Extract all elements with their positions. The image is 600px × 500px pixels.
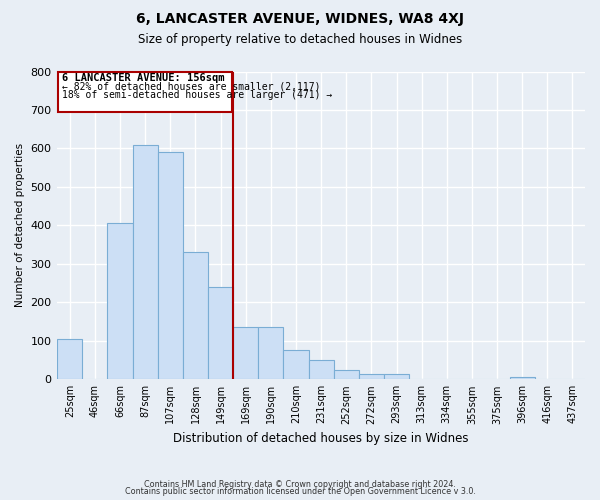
- Text: Size of property relative to detached houses in Widnes: Size of property relative to detached ho…: [138, 32, 462, 46]
- Bar: [509, 378, 535, 380]
- Bar: [233, 328, 258, 380]
- Bar: [158, 152, 183, 380]
- Text: 6, LANCASTER AVENUE, WIDNES, WA8 4XJ: 6, LANCASTER AVENUE, WIDNES, WA8 4XJ: [136, 12, 464, 26]
- Bar: [133, 144, 158, 380]
- Bar: [258, 328, 283, 380]
- Y-axis label: Number of detached properties: Number of detached properties: [15, 144, 25, 308]
- Bar: [334, 370, 359, 380]
- FancyBboxPatch shape: [58, 72, 232, 112]
- Bar: [308, 360, 334, 380]
- Bar: [208, 287, 233, 380]
- Text: Contains public sector information licensed under the Open Government Licence v : Contains public sector information licen…: [125, 487, 475, 496]
- X-axis label: Distribution of detached houses by size in Widnes: Distribution of detached houses by size …: [173, 432, 469, 445]
- Bar: [107, 224, 133, 380]
- Text: 18% of semi-detached houses are larger (471) →: 18% of semi-detached houses are larger (…: [62, 90, 332, 100]
- Bar: [183, 252, 208, 380]
- Bar: [57, 339, 82, 380]
- Bar: [359, 374, 384, 380]
- Bar: [384, 374, 409, 380]
- Text: ← 82% of detached houses are smaller (2,117): ← 82% of detached houses are smaller (2,…: [62, 82, 320, 92]
- Text: 6 LANCASTER AVENUE: 156sqm: 6 LANCASTER AVENUE: 156sqm: [62, 74, 224, 84]
- Text: Contains HM Land Registry data © Crown copyright and database right 2024.: Contains HM Land Registry data © Crown c…: [144, 480, 456, 489]
- Bar: [283, 350, 308, 380]
